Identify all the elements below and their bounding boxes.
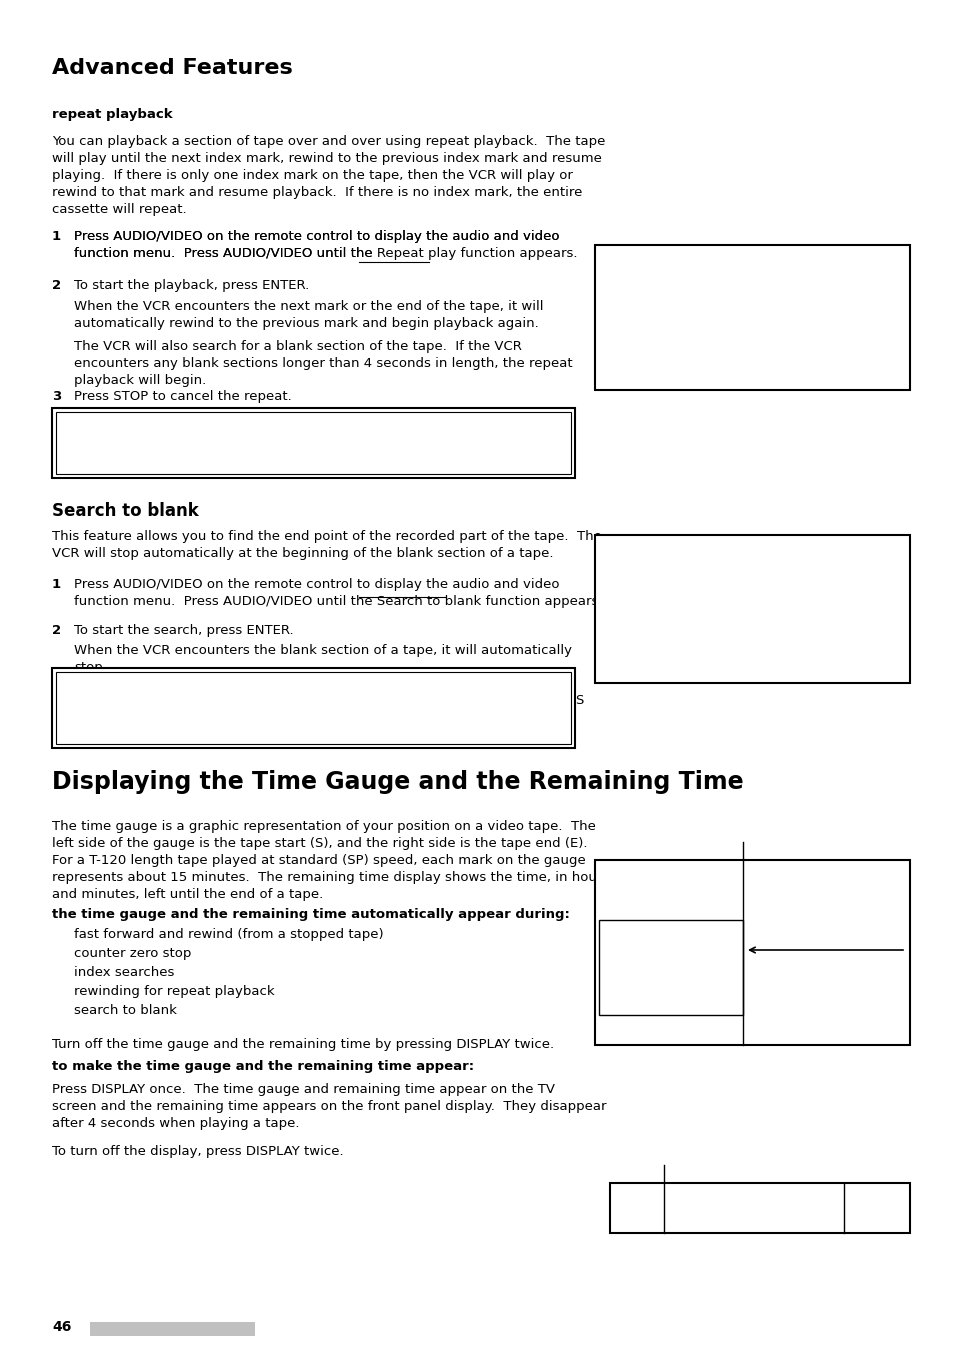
Text: 1: 1: [52, 578, 61, 590]
Text: Displaying the Time Gauge and the Remaining Time: Displaying the Time Gauge and the Remain…: [52, 770, 742, 794]
Text: 3: 3: [52, 390, 61, 403]
Text: When the VCR encounters the next mark or the end of the tape, it will
automatica: When the VCR encounters the next mark or…: [74, 300, 543, 330]
Bar: [56, 412, 571, 474]
Bar: [56, 671, 571, 744]
Text: To start the search, press ENTER.: To start the search, press ENTER.: [74, 624, 294, 638]
Text: This feature may not work if the blank section is 5 minutes or less apart in HS
: This feature may not work if the blank s…: [64, 694, 584, 740]
Text: 2: 2: [52, 624, 61, 638]
Text: Search to blank: Search to blank: [52, 503, 198, 520]
Bar: [609, 1183, 909, 1233]
Bar: [595, 861, 909, 1046]
Text: VCR: VCR: [604, 871, 624, 882]
Bar: [90, 1323, 254, 1336]
Text: To start the playback, press ENTER.: To start the playback, press ENTER.: [74, 280, 309, 292]
Text: 2: 2: [52, 280, 61, 292]
Text: Advanced Features: Advanced Features: [52, 58, 293, 78]
Text: To turn off the display, press DISPLAY twice.: To turn off the display, press DISPLAY t…: [52, 1146, 343, 1158]
Text: rewinding for repeat playback: rewinding for repeat playback: [74, 985, 274, 998]
Bar: [595, 245, 909, 390]
Text: Stop: Stop: [604, 888, 631, 898]
Text: IMPORTANT: IMPORTANT: [270, 676, 356, 689]
Text: You can playback a section of tape over and over using repeat playback.  The tap: You can playback a section of tape over …: [52, 135, 605, 216]
Bar: [598, 920, 742, 1015]
Text: IMPORTANT: IMPORTANT: [270, 416, 356, 430]
Text: VCR
Repeat play
Use ENTER to start: VCR Repeat play Use ENTER to start: [604, 332, 726, 372]
Text: Press AUDIO/VIDEO on the remote control to display the audio and video
function : Press AUDIO/VIDEO on the remote control …: [74, 578, 602, 608]
Text: index searches: index searches: [74, 966, 174, 979]
Text: ■■: ■■: [849, 1202, 870, 1213]
Text: counter zero stop: counter zero stop: [74, 947, 192, 961]
Text: σ°o: σ°o: [616, 1201, 638, 1215]
Text: 33: 33: [865, 1201, 882, 1215]
Text: repeat playback: repeat playback: [52, 108, 172, 122]
Text: fast forward and rewind (from a stopped tape): fast forward and rewind (from a stopped …: [74, 928, 383, 942]
Bar: [52, 667, 575, 748]
Bar: [595, 535, 909, 684]
Text: search to blank: search to blank: [74, 1004, 176, 1017]
Text: Press DISPLAY once.  The time gauge and remaining time appear on the TV
screen a: Press DISPLAY once. The time gauge and r…: [52, 1084, 606, 1129]
Text: This feature allows you to find the end point of the recorded part of the tape. : This feature allows you to find the end …: [52, 530, 601, 561]
Text: REM   1:40: REM 1:40: [604, 942, 672, 952]
Text: Press AUDIO/VIDEO on the remote control to display the audio and video
function : Press AUDIO/VIDEO on the remote control …: [74, 230, 558, 259]
Text: Press STOP to cancel the repeat.: Press STOP to cancel the repeat.: [74, 390, 292, 403]
Text: The time gauge is a graphic representation of your position on a video tape.  Th: The time gauge is a graphic representati…: [52, 820, 609, 901]
Text: VCR
Search to blank
Use ENTER to start: VCR Search to blank Use ENTER to start: [604, 626, 726, 665]
Text: to make the time gauge and the remaining time appear:: to make the time gauge and the remaining…: [52, 1061, 474, 1073]
Text: 0h20m08s: 0h20m08s: [604, 961, 672, 970]
Text: S[..........]E: S[..........]E: [602, 925, 684, 936]
Text: the time gauge and the remaining time automatically appear during:: the time gauge and the remaining time au…: [52, 908, 569, 921]
Text: 46: 46: [52, 1320, 71, 1333]
Text: For the tape recorded in D-VHS format, repeat playback may not work
correctly de: For the tape recorded in D-VHS format, r…: [64, 434, 532, 463]
Text: Turn off the time gauge and the remaining time by pressing DISPLAY twice.: Turn off the time gauge and the remainin…: [52, 1038, 554, 1051]
Text: 1: 1: [52, 230, 61, 243]
Text: Press AUDIO/VIDEO on the remote control to display the audio and video
function : Press AUDIO/VIDEO on the remote control …: [74, 230, 577, 259]
Bar: [52, 408, 575, 478]
Text: The VCR will also search for a blank section of the tape.  If the VCR
encounters: The VCR will also search for a blank sec…: [74, 340, 572, 386]
Text: When the VCR encounters the blank section of a tape, it will automatically
stop.: When the VCR encounters the blank sectio…: [74, 644, 572, 674]
Text: 1:40: 1:40: [673, 1201, 710, 1216]
